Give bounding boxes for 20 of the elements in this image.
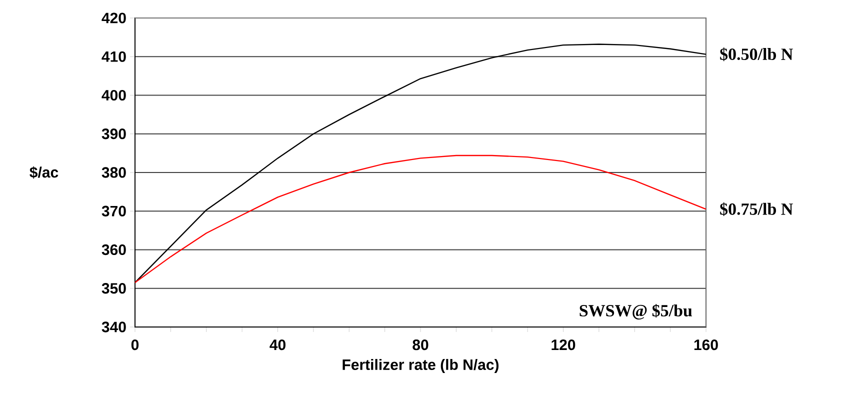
y-tick-label: 380 — [102, 167, 126, 178]
y-tick-label: 420 — [102, 12, 126, 24]
x-tick-label: 0 — [131, 340, 139, 350]
x-axis-title: Fertilizer rate (lb N/ac) — [342, 358, 499, 373]
y-tick-label: 340 — [102, 322, 126, 332]
y-tick-label: 400 — [102, 90, 126, 101]
annotation: SWSW@ $5/bu — [580, 304, 692, 320]
series-label: $0.75/lb N — [720, 202, 793, 216]
y-tick-label: 350 — [102, 283, 126, 294]
y-tick-label: 410 — [102, 51, 126, 62]
y-axis-title: $/ac — [30, 166, 58, 179]
x-tick-label: 80 — [412, 340, 428, 350]
x-tick-label: 120 — [552, 340, 576, 350]
y-tick-label: 360 — [102, 244, 126, 256]
x-tick-label: 40 — [270, 340, 286, 350]
y-tick-label: 390 — [102, 128, 126, 140]
x-tick-label: 160 — [694, 340, 718, 350]
line-series — [134, 154, 707, 284]
series-label: $0.50/lb N — [720, 48, 793, 62]
y-tick-label: 370 — [102, 206, 126, 216]
